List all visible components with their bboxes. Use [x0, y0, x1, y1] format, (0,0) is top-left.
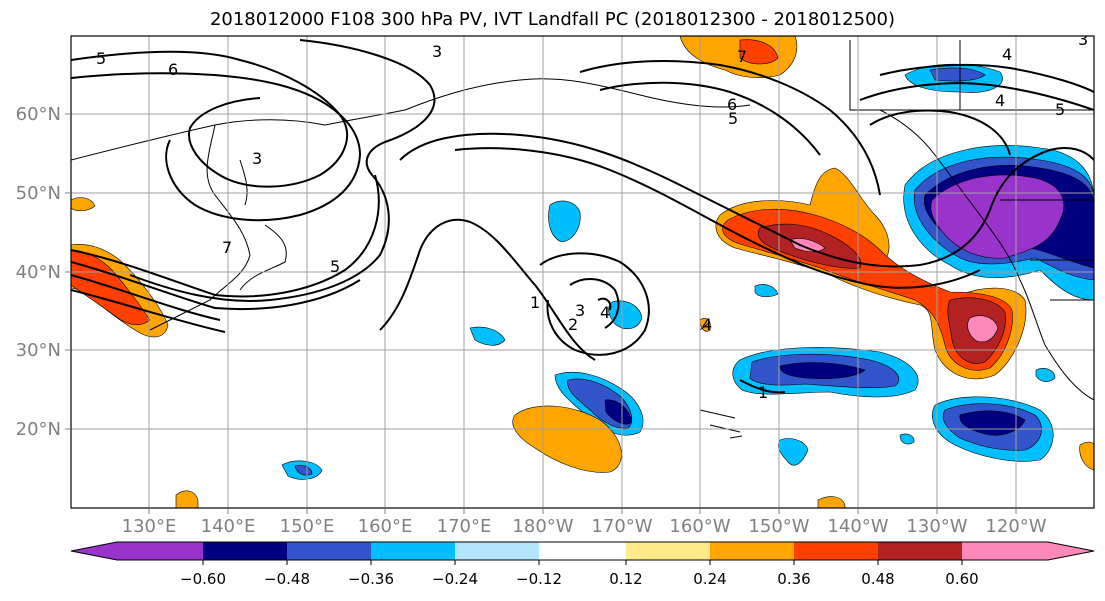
- contour-label: 3: [252, 149, 262, 168]
- colorbar-tick-label: 0.60: [945, 570, 978, 588]
- lat-label: 50°N: [16, 183, 61, 204]
- colorbar-tick-label: 0.24: [693, 570, 726, 588]
- contour-label: 2: [568, 315, 578, 334]
- colorbar-tick-label: −0.24: [432, 570, 478, 588]
- lat-label: 60°N: [16, 104, 61, 125]
- contour-label: 5: [330, 257, 340, 276]
- colorbar-tick-label: −0.12: [516, 570, 562, 588]
- colorbar: [70, 541, 1095, 565]
- contour-label: 6: [168, 60, 178, 79]
- contour-label: 5: [96, 49, 106, 68]
- longitude-labels: 130°E 140°E 150°E 160°E 170°E 180°W 170°…: [122, 516, 1047, 537]
- pv-contours: [71, 39, 1094, 394]
- lon-label: 170°E: [437, 516, 492, 537]
- contour-label: 7: [737, 47, 747, 66]
- contour-label: 3: [432, 42, 442, 61]
- latitude-labels: 60°N 50°N 40°N 30°N 20°N: [16, 104, 61, 440]
- colorbar-tick-label: −0.60: [180, 570, 226, 588]
- lon-label: 170°W: [591, 516, 652, 537]
- contour-label: 3: [1078, 30, 1088, 49]
- contour-label: 4: [702, 315, 712, 334]
- lon-label: 150°E: [280, 516, 335, 537]
- lon-label: 140°W: [827, 516, 888, 537]
- contour-label: 5: [1055, 100, 1065, 119]
- lon-label: 140°E: [201, 516, 256, 537]
- coastlines: [71, 40, 1094, 439]
- colorbar-tick-label: 0.36: [777, 570, 810, 588]
- contour-labels: 5 6 3 3 7 5 1 3 2 4 1 4 7 6 5 4 5 4 3: [96, 30, 1088, 402]
- lon-label: 130°E: [122, 516, 177, 537]
- colorbar-extend-high: [1048, 542, 1094, 560]
- contour-label: 5: [728, 109, 738, 128]
- contour-label: 4: [600, 303, 610, 322]
- lon-label: 180°W: [512, 516, 573, 537]
- map-title: 2018012000 F108 300 hPa PV, IVT Landfall…: [209, 9, 896, 30]
- contour-label: 3: [575, 301, 585, 320]
- colorbar-tick-label: 0.48: [861, 570, 894, 588]
- colorbar-tick-label: 0.12: [609, 570, 642, 588]
- contour-label: 4: [995, 91, 1005, 110]
- lon-label: 120°W: [985, 516, 1046, 537]
- contour-label: 1: [758, 383, 768, 402]
- contour-label: 7: [222, 238, 232, 257]
- contour-label: 4: [1002, 45, 1012, 64]
- colorbar-extend-low: [71, 542, 117, 560]
- lat-label: 20°N: [16, 419, 61, 440]
- lon-label: 150°W: [748, 516, 809, 537]
- axis-ticks: [65, 113, 1017, 514]
- lon-label: 130°W: [906, 516, 967, 537]
- lon-label: 160°W: [669, 516, 730, 537]
- contour-label: 6: [727, 95, 737, 114]
- map-panel: 5 6 3 3 7 5 1 3 2 4 1 4 7 6 5 4 5 4 3: [71, 30, 1094, 508]
- lat-label: 40°N: [16, 262, 61, 283]
- colorbar-labels: −0.60 −0.48 −0.36 −0.24 −0.12 0.12 0.24 …: [180, 570, 979, 588]
- graticule: [71, 36, 1094, 508]
- colorbar-tick-label: −0.48: [264, 570, 310, 588]
- lon-label: 160°E: [358, 516, 413, 537]
- lat-label: 30°N: [16, 340, 61, 361]
- colorbar-tick-label: −0.36: [348, 570, 394, 588]
- contour-label: 1: [530, 293, 540, 312]
